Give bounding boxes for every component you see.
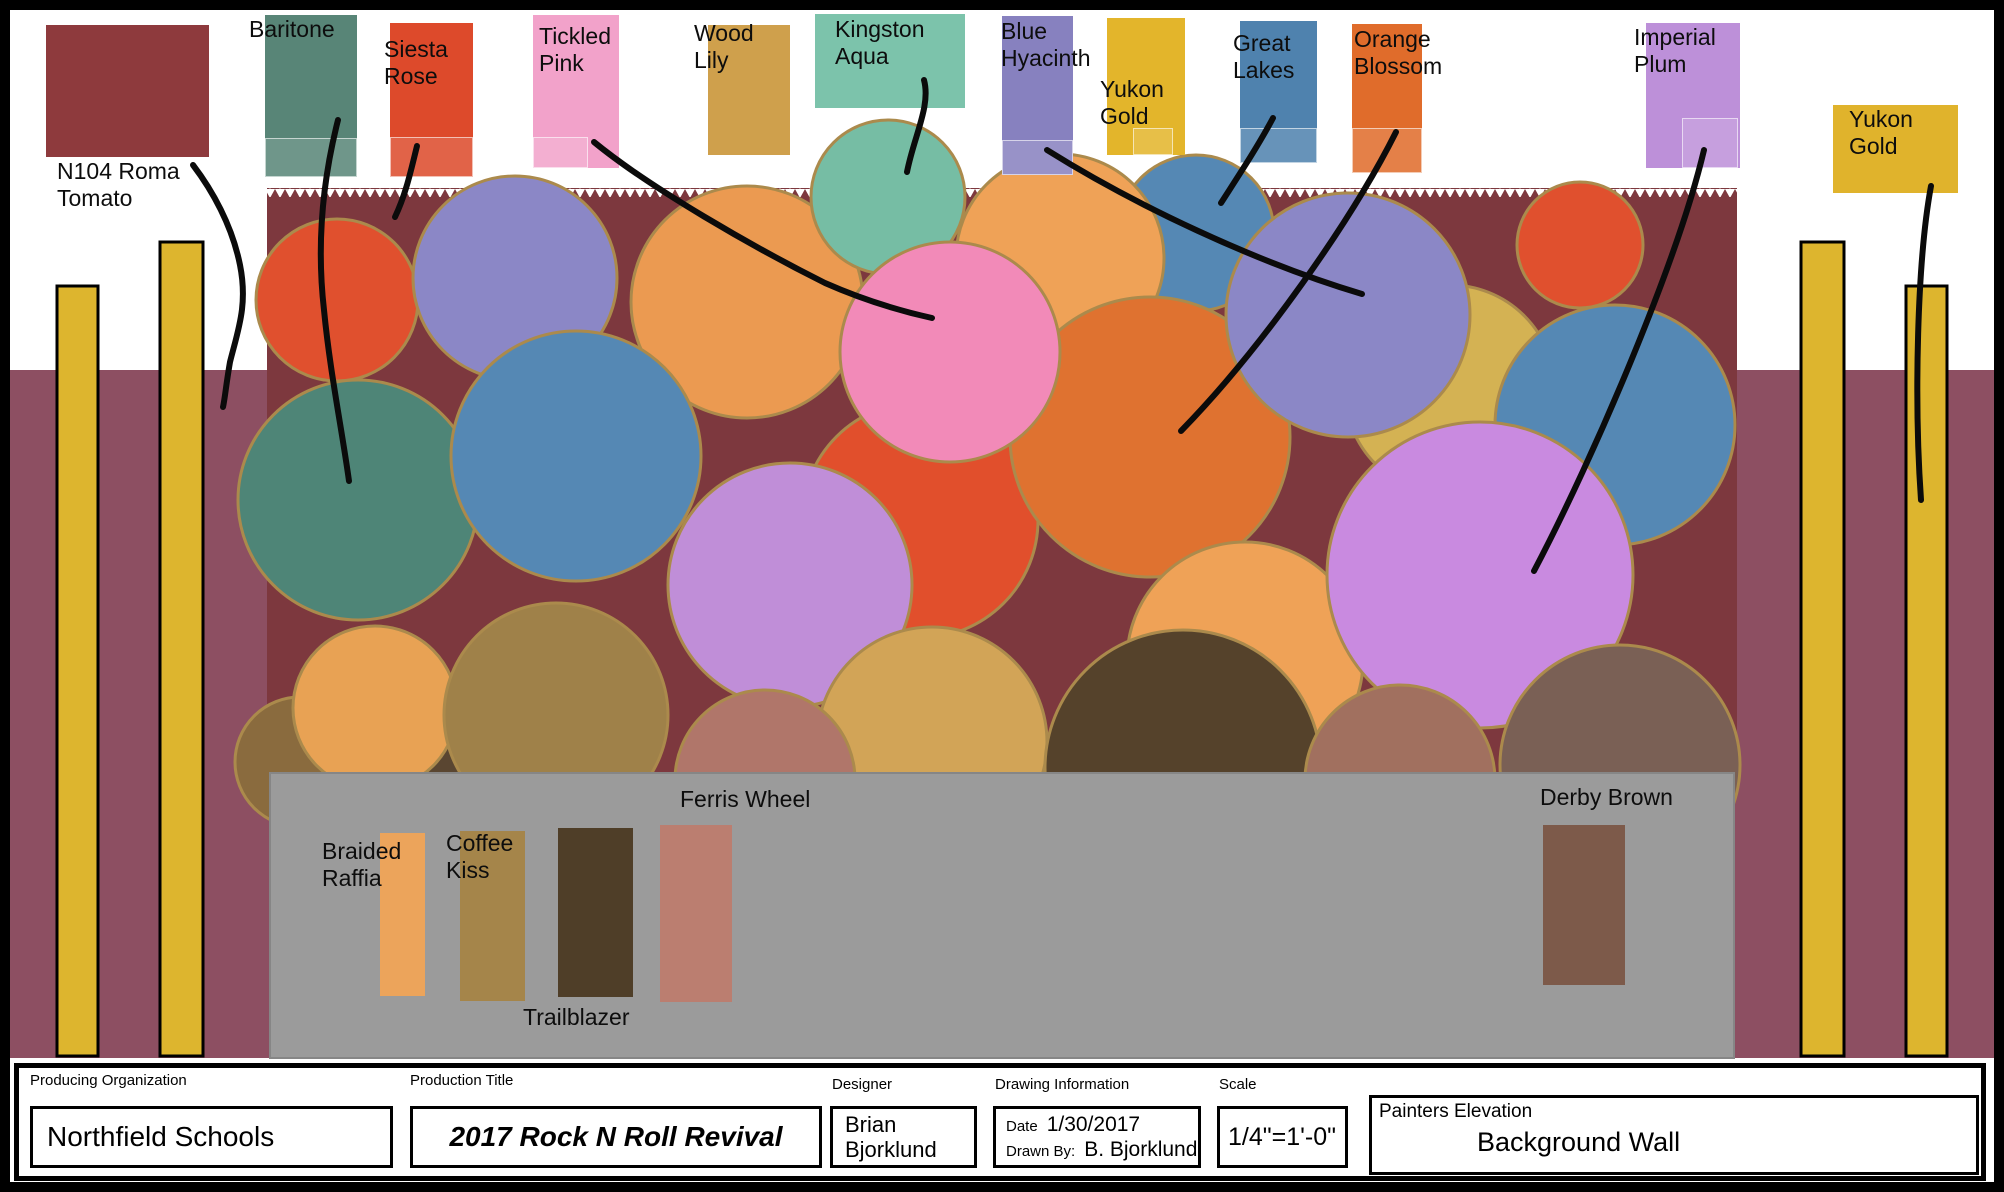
swatch-coffee-kiss bbox=[460, 831, 525, 1001]
swatch-kingston-aqua bbox=[815, 14, 965, 108]
scale-value: 1/4"=1'-0" bbox=[1217, 1106, 1348, 1168]
swatch-chip-tickled-pink bbox=[533, 137, 588, 168]
annotation-line-roma-tomato bbox=[190, 162, 246, 410]
swatch-label-imperial-plum: Imperial Plum bbox=[1634, 24, 1716, 77]
swatch-label-siesta-rose: Siesta Rose bbox=[384, 36, 448, 89]
swatch-label-trailblazer: Trailblazer bbox=[523, 1004, 630, 1030]
swatch-yukon-gold-left bbox=[1107, 18, 1185, 155]
swatch-label-coffee-kiss: Coffee Kiss bbox=[446, 830, 514, 883]
swatch-label-wood-lily: Wood Lily bbox=[694, 20, 754, 73]
swatch-tickled-pink bbox=[533, 15, 619, 168]
pillar-right-inner bbox=[1799, 240, 1846, 1058]
swatch-label-yukon-gold-left: Yukon Gold bbox=[1100, 76, 1164, 129]
drawing-info-box: Date 1/30/2017 Drawn By: B. Bjorklund bbox=[993, 1106, 1201, 1168]
circle-tickled-pink bbox=[838, 240, 1062, 464]
swatch-label-yukon-gold-right: Yukon Gold bbox=[1849, 106, 1913, 159]
annotation-line-siesta-rose bbox=[392, 143, 420, 220]
swatch-trailblazer bbox=[558, 828, 633, 997]
annotation-line-great-lakes bbox=[1218, 115, 1276, 206]
swatch-chip-baritone bbox=[265, 138, 357, 177]
pillar-right-outer bbox=[1904, 284, 1949, 1058]
pillar-left-outer bbox=[55, 284, 100, 1058]
annotation-line-baritone bbox=[317, 117, 352, 484]
producing-org-label: Producing Organization bbox=[30, 1072, 187, 1089]
annotation-line-blue-hyacinth bbox=[1044, 147, 1365, 297]
swatch-label-baritone: Baritone bbox=[249, 16, 335, 42]
circle-siesta-rose-right bbox=[1515, 180, 1645, 310]
swatch-chip-siesta-rose bbox=[390, 137, 473, 177]
swatch-siesta-rose bbox=[390, 23, 473, 177]
scale-label: Scale bbox=[1219, 1076, 1257, 1093]
annotation-line-orange-blossom bbox=[1178, 129, 1399, 434]
annotation-line-kingston-aqua bbox=[904, 77, 929, 175]
swatch-label-braided-raffia: Braided Raffia bbox=[322, 838, 402, 891]
drawing-info-label: Drawing Information bbox=[995, 1076, 1130, 1093]
swatch-braided-raffia bbox=[380, 833, 425, 996]
date-value: 1/30/2017 bbox=[1046, 1112, 1141, 1136]
sheet-title: Background Wall bbox=[1477, 1127, 1681, 1157]
swatch-label-blue-hyacinth: Blue Hyacinth bbox=[1001, 18, 1091, 71]
production-title-value: 2017 Rock N Roll Revival bbox=[410, 1106, 822, 1168]
swatch-imperial-plum bbox=[1646, 23, 1740, 168]
circle-great-lakes-left bbox=[449, 329, 703, 583]
pillar-left-inner bbox=[158, 240, 205, 1058]
swatch-label-great-lakes: Great Lakes bbox=[1233, 30, 1295, 83]
swatch-label-ferris-wheel: Ferris Wheel bbox=[680, 786, 811, 812]
sheet-title-box: Painters Elevation Background Wall bbox=[1369, 1095, 1979, 1175]
swatch-ferris-wheel bbox=[660, 825, 732, 1002]
swatch-chip-imperial-plum bbox=[1682, 118, 1738, 168]
swatch-label-n104-roma-tomato: N104 Roma Tomato bbox=[57, 158, 180, 211]
swatch-chip-blue-hyacinth bbox=[1002, 140, 1073, 175]
swatch-label-orange-blossom: Orange Blossom bbox=[1354, 26, 1443, 79]
swatch-blue-hyacinth bbox=[1002, 16, 1073, 175]
annotation-line-tickled-pink bbox=[591, 139, 935, 321]
date-label: Date bbox=[1006, 1117, 1038, 1135]
circle-blue-hyacinth-right bbox=[1224, 191, 1472, 439]
producing-org-value: Northfield Schools bbox=[30, 1106, 393, 1168]
swatch-label-kingston-aqua: Kingston Aqua bbox=[835, 16, 925, 69]
swatch-label-tickled-pink: Tickled Pink bbox=[539, 23, 611, 76]
designer-value: Brian Bjorklund bbox=[830, 1106, 977, 1168]
swatch-n104-roma-tomato bbox=[46, 25, 209, 157]
annotation-line-imperial-plum bbox=[1531, 147, 1707, 574]
production-title-label: Production Title bbox=[410, 1072, 514, 1089]
swatch-yukon-gold-right bbox=[1833, 105, 1958, 193]
swatch-wood-lily bbox=[708, 25, 790, 155]
designer-label: Designer bbox=[832, 1076, 893, 1093]
drawn-by-label: Drawn By: bbox=[1006, 1142, 1076, 1160]
drawn-by-value: B. Bjorklund bbox=[1084, 1137, 1198, 1161]
swatch-chip-yukon-gold-left bbox=[1133, 128, 1173, 155]
swatch-baritone bbox=[265, 15, 357, 177]
swatch-derby-brown bbox=[1543, 825, 1625, 985]
swatch-label-derby-brown: Derby Brown bbox=[1540, 784, 1673, 810]
annotation-line-yukon-gold-right bbox=[1914, 183, 1934, 503]
sheet-type-label: Painters Elevation bbox=[1379, 1101, 1533, 1122]
